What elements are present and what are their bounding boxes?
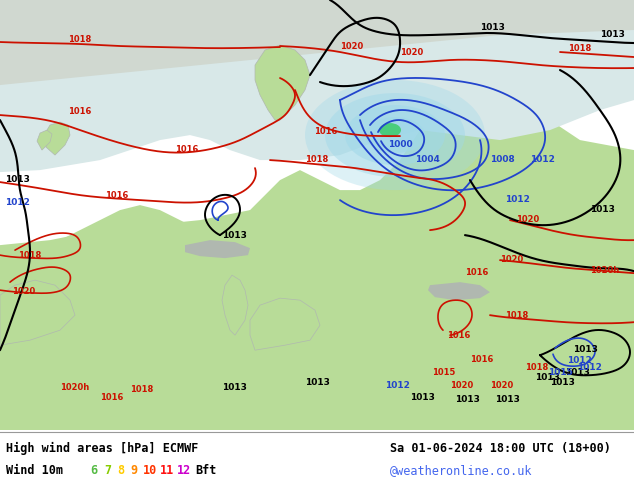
Text: 1016: 1016 — [470, 355, 493, 364]
Text: 1012: 1012 — [567, 356, 592, 365]
Text: 1020: 1020 — [516, 215, 540, 224]
Text: 1015: 1015 — [548, 368, 573, 377]
Polygon shape — [0, 210, 634, 430]
Text: 1012: 1012 — [577, 363, 602, 372]
Text: Sa 01-06-2024 18:00 UTC (18+00): Sa 01-06-2024 18:00 UTC (18+00) — [390, 442, 611, 455]
Text: 1012: 1012 — [505, 195, 530, 204]
Text: 1016: 1016 — [314, 127, 337, 136]
Text: 11: 11 — [160, 464, 174, 477]
Ellipse shape — [365, 117, 425, 153]
Ellipse shape — [325, 93, 465, 177]
Ellipse shape — [345, 105, 445, 165]
Text: 1015: 1015 — [432, 368, 455, 377]
Text: 1018: 1018 — [505, 311, 528, 320]
Text: 1013: 1013 — [535, 373, 560, 382]
Text: 1008: 1008 — [490, 155, 515, 164]
Text: 1020: 1020 — [340, 42, 363, 51]
Text: 10: 10 — [143, 464, 157, 477]
Text: 1016: 1016 — [465, 268, 488, 277]
Text: 1020: 1020 — [490, 381, 514, 390]
Text: 1020: 1020 — [500, 255, 523, 264]
Ellipse shape — [379, 123, 401, 137]
Text: 7: 7 — [104, 464, 111, 477]
Text: High wind areas [hPa] ECMWF: High wind areas [hPa] ECMWF — [6, 442, 198, 455]
Text: 1012: 1012 — [385, 381, 410, 390]
Text: Bft: Bft — [195, 464, 216, 477]
Text: 1016: 1016 — [68, 107, 91, 116]
Polygon shape — [44, 122, 70, 155]
Text: 1013: 1013 — [565, 368, 590, 377]
Text: 1013: 1013 — [480, 23, 505, 32]
Text: 1013: 1013 — [590, 205, 615, 214]
Text: 8: 8 — [117, 464, 124, 477]
Text: 1018: 1018 — [568, 44, 592, 53]
Polygon shape — [37, 130, 52, 150]
Polygon shape — [428, 282, 490, 300]
Text: 1016: 1016 — [100, 393, 124, 402]
Text: 1013: 1013 — [222, 383, 247, 392]
Polygon shape — [250, 298, 320, 350]
Polygon shape — [255, 45, 310, 120]
Text: 1004: 1004 — [415, 155, 440, 164]
Text: 1012: 1012 — [5, 198, 30, 207]
Text: 1020h: 1020h — [60, 383, 89, 392]
Text: 1020: 1020 — [12, 287, 36, 296]
Text: 12: 12 — [177, 464, 191, 477]
Polygon shape — [222, 275, 248, 335]
Text: @weatheronline.co.uk: @weatheronline.co.uk — [390, 464, 533, 477]
Text: 1020h: 1020h — [590, 266, 619, 275]
Text: 1018: 1018 — [68, 35, 91, 44]
Text: 1018: 1018 — [18, 251, 41, 260]
Polygon shape — [0, 90, 634, 430]
Polygon shape — [0, 280, 75, 345]
Text: 1013: 1013 — [495, 395, 520, 404]
Text: 1013: 1013 — [550, 378, 575, 387]
Text: 1013: 1013 — [222, 231, 247, 240]
Text: 1016: 1016 — [175, 145, 198, 154]
Text: 1012: 1012 — [530, 155, 555, 164]
Text: 1018: 1018 — [130, 385, 153, 394]
Text: 1016: 1016 — [105, 191, 128, 200]
Text: 1013: 1013 — [5, 175, 30, 184]
Text: 1016: 1016 — [447, 331, 470, 340]
Polygon shape — [185, 240, 250, 258]
Text: 1018: 1018 — [525, 363, 548, 372]
Text: Wind 10m: Wind 10m — [6, 464, 63, 477]
Text: 1013: 1013 — [600, 30, 625, 39]
Text: 1013: 1013 — [410, 393, 435, 402]
Text: 9: 9 — [130, 464, 137, 477]
Text: 1020: 1020 — [400, 48, 424, 57]
Text: 1018: 1018 — [305, 155, 328, 164]
Text: 1000: 1000 — [388, 140, 413, 149]
Text: 6: 6 — [90, 464, 97, 477]
Text: 1013: 1013 — [305, 378, 330, 387]
Text: 1020: 1020 — [450, 381, 473, 390]
Polygon shape — [0, 0, 634, 85]
Text: 1013: 1013 — [455, 395, 480, 404]
Ellipse shape — [305, 80, 485, 190]
Text: 1013: 1013 — [573, 345, 598, 354]
Polygon shape — [0, 0, 634, 172]
